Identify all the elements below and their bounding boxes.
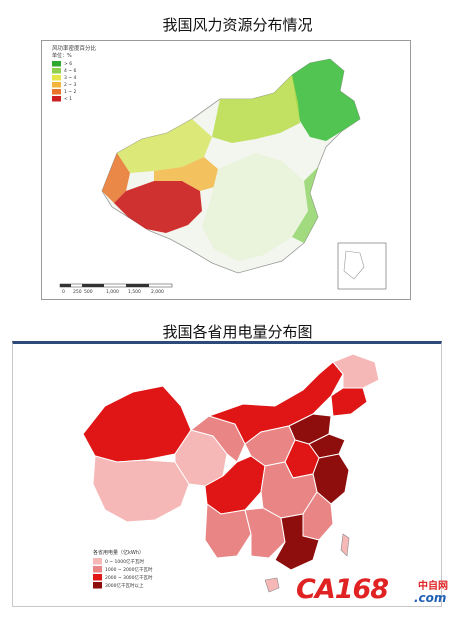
region-tibet <box>92 455 190 523</box>
scale-tick-label: 2,000 <box>151 289 164 295</box>
central-south-zone <box>202 153 308 261</box>
power-legend-label: 2000 ~ 3000亿千瓦时 <box>105 574 153 581</box>
power-legend-title: 各省用电量（亿kWh） <box>93 549 144 556</box>
wind-legend-label: > 6 <box>64 61 72 67</box>
power-map-title: 我国各省用电量分布图 <box>162 323 313 341</box>
power-legend-swatch <box>93 566 102 573</box>
region-xinjiang <box>82 385 192 463</box>
wind-legend-swatch <box>52 89 61 95</box>
region-guangdong <box>274 513 320 571</box>
scale-tick-label: 1,000 <box>106 289 119 295</box>
west-border-zone <box>102 153 130 203</box>
power-legend-swatch <box>93 582 102 589</box>
northeast-high-wind-zone <box>292 59 360 141</box>
wind-legend-swatch <box>52 61 61 67</box>
region-jilin-liaoning <box>330 387 368 417</box>
region-yunnan <box>204 503 252 559</box>
scale-tick-label: 500 <box>84 289 93 295</box>
wind-legend-swatch <box>52 68 61 74</box>
wind-legend-label: < 1 <box>64 96 72 102</box>
scale-tick-label: 0 <box>62 289 65 295</box>
region-hainan <box>264 577 280 593</box>
south-china-sea-inset <box>337 242 387 290</box>
power-consumption-map: 各省用电量（亿kWh） 0 ~ 1000亿千瓦时 1000 ~ 2000亿千瓦时 2… <box>12 341 442 607</box>
region-taiwan <box>340 533 350 557</box>
logo-domain: .com <box>414 591 447 605</box>
wind-map-legend: 风功率密度百分比 单位：% > 64 ~ 63 ~ 42 ~ 31 ~ 2< 1 <box>52 44 97 102</box>
power-legend-swatch <box>93 558 102 565</box>
wind-legend-label: 1 ~ 2 <box>64 89 76 95</box>
region-guangxi-guizhou <box>244 507 286 559</box>
logo-chinese: 中自网 <box>418 581 448 592</box>
wind-legend-label: 2 ~ 3 <box>64 82 76 88</box>
wind-legend-label: 4 ~ 6 <box>64 68 76 74</box>
tibet-plateau-zone <box>114 181 202 233</box>
wind-map-title: 我国风力资源分布情况 <box>162 16 313 34</box>
wind-legend-swatch <box>52 82 61 88</box>
wind-legend-swatch <box>52 75 61 81</box>
east-coast-zone <box>292 167 318 243</box>
wind-map-scale-bar: 0 250 500 1,000 1,500 2,000 <box>59 283 173 295</box>
power-legend-label: 1000 ~ 2000亿千瓦时 <box>105 566 153 573</box>
wind-legend-label: 3 ~ 4 <box>64 75 76 81</box>
logo-brand: CA168 <box>296 574 389 605</box>
power-legend-swatch <box>93 574 102 581</box>
power-legend-label: 0 ~ 1000亿千瓦时 <box>105 558 144 565</box>
xinjiang-zone <box>117 119 212 173</box>
ca168-logo: CA168 中自网 .com <box>296 574 461 608</box>
scale-tick-label: 1,500 <box>128 289 141 295</box>
power-legend-label: 3000亿千瓦时以上 <box>105 582 144 589</box>
wind-legend-title: 风功率密度百分比 <box>52 44 97 52</box>
region-heilongjiang <box>332 353 380 389</box>
inner-mongolia-zone <box>212 75 300 143</box>
qinghai-zone <box>154 157 218 191</box>
scale-tick-label: 250 <box>73 289 82 295</box>
wind-legend-unit: 单位：% <box>52 52 72 59</box>
wind-legend-swatch <box>52 96 61 102</box>
